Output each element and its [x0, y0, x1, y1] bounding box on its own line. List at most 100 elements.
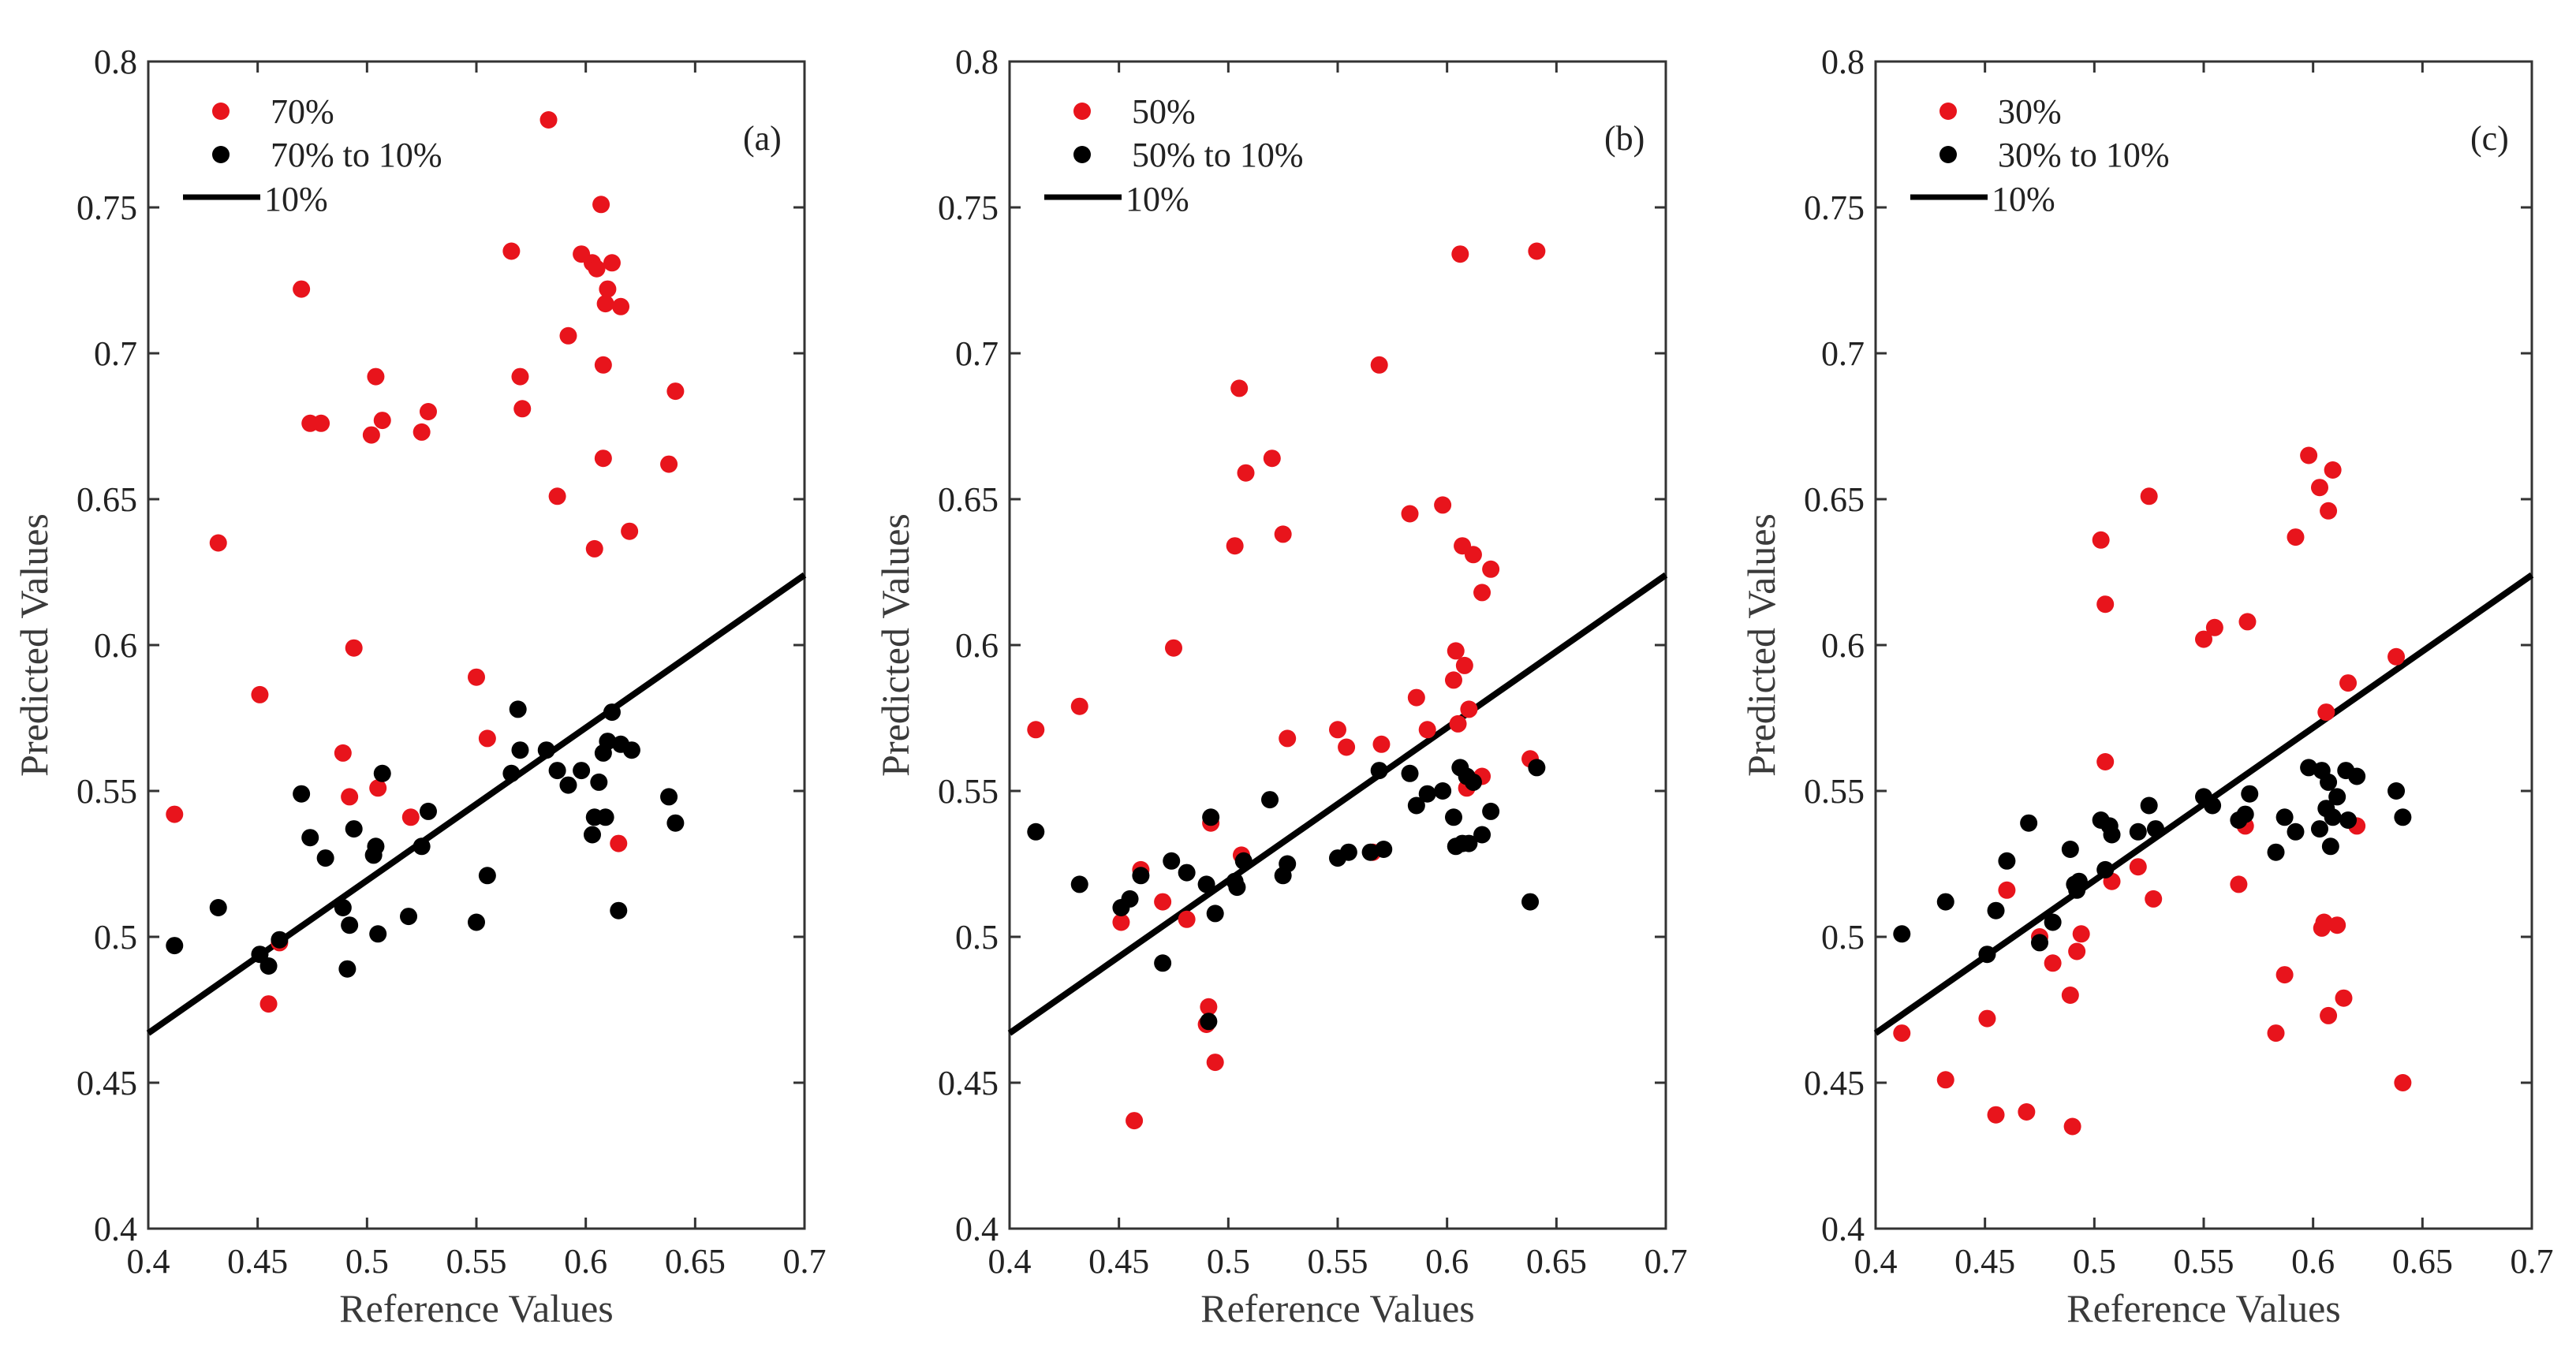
- data-point: [2140, 796, 2158, 815]
- data-point: [367, 367, 385, 386]
- data-point: [2310, 820, 2328, 838]
- y-tick-label: 0.75: [1804, 188, 1865, 227]
- panel-label: (b): [1604, 119, 1645, 158]
- data-point: [1464, 546, 1482, 564]
- x-tick-label: 0.45: [1954, 1242, 2015, 1281]
- y-tick-label: 0.45: [77, 1064, 137, 1102]
- data-point: [1154, 893, 1172, 911]
- data-point: [1401, 505, 1419, 523]
- reference-line: [1007, 572, 1668, 1036]
- data-point: [1987, 901, 2005, 919]
- data-point: [334, 744, 352, 762]
- data-point: [559, 326, 577, 345]
- data-point: [1234, 852, 1253, 870]
- data-point: [583, 826, 601, 844]
- data-point: [1434, 782, 1452, 800]
- data-point: [2315, 913, 2333, 931]
- data-point: [548, 487, 566, 505]
- data-point: [1401, 764, 1419, 782]
- y-tick-label: 0.4: [1821, 1210, 1865, 1248]
- y-tick-label: 0.75: [938, 188, 999, 227]
- data-point: [2394, 1074, 2412, 1091]
- data-point: [511, 367, 529, 386]
- legend-marker-secondary: [212, 146, 230, 163]
- data-point: [1444, 808, 1462, 826]
- data-point: [1464, 773, 1482, 791]
- data-point: [2300, 446, 2318, 464]
- panel-label: (a): [743, 119, 782, 158]
- data-point: [2328, 916, 2346, 934]
- data-point: [1279, 855, 1297, 873]
- series-points-primary: [166, 111, 685, 1013]
- data-point: [2339, 674, 2358, 692]
- data-point: [573, 762, 591, 780]
- data-point: [1202, 808, 1220, 826]
- data-point: [594, 449, 612, 468]
- data-point: [468, 668, 485, 686]
- data-point: [2267, 1024, 2285, 1043]
- data-point: [509, 700, 527, 718]
- data-point: [1279, 729, 1297, 748]
- data-point: [1460, 834, 1478, 852]
- series-points-secondary: [1027, 759, 1546, 1031]
- data-point: [559, 776, 577, 794]
- data-point: [259, 957, 278, 975]
- data-point: [2129, 822, 2147, 841]
- data-point: [622, 741, 640, 759]
- reference-line-group: [146, 572, 807, 1036]
- x-tick-label: 0.65: [665, 1242, 726, 1281]
- legend: 50% 50% to 10% 10%: [1044, 92, 1304, 218]
- data-point: [1521, 893, 1540, 911]
- x-tick-labels: 0.4 0.45 0.5 0.55 0.6 0.65 0.7: [1854, 1242, 2554, 1281]
- data-point: [1482, 560, 1500, 578]
- data-point: [2129, 858, 2147, 876]
- series-points-secondary: [1893, 759, 2412, 964]
- data-point: [1447, 642, 1465, 660]
- y-tick-labels: 0.4 0.45 0.5 0.55 0.6 0.65 0.7 0.75 0.8: [77, 43, 137, 1248]
- data-point: [1132, 867, 1150, 885]
- data-point: [2320, 773, 2338, 791]
- x-tick-label: 0.7: [783, 1242, 827, 1281]
- y-tick-label: 0.45: [1804, 1064, 1865, 1102]
- data-point: [1473, 584, 1491, 602]
- data-point: [478, 867, 496, 885]
- data-point: [1070, 697, 1088, 715]
- series-points-primary: [1027, 242, 1546, 1130]
- data-point: [166, 805, 184, 823]
- y-tick-label: 0.65: [1804, 480, 1865, 519]
- data-point: [334, 899, 352, 916]
- data-point: [2063, 1117, 2081, 1136]
- data-point: [1154, 954, 1172, 972]
- data-point: [1197, 875, 1215, 893]
- data-point: [1263, 449, 1281, 468]
- data-point: [1418, 785, 1436, 803]
- y-axis-title: Predicted Values: [12, 513, 56, 777]
- x-tick-labels: 0.4 0.45 0.5 0.55 0.6 0.65 0.7: [988, 1242, 1688, 1281]
- data-point: [316, 849, 334, 867]
- data-point: [1407, 688, 1425, 707]
- data-point: [603, 703, 621, 722]
- legend-label-secondary: 50% to 10%: [1132, 136, 1304, 174]
- data-point: [2241, 785, 2259, 803]
- data-point: [413, 837, 431, 856]
- data-point: [2044, 913, 2062, 931]
- x-tick-label: 0.5: [1207, 1242, 1250, 1281]
- data-point: [1027, 721, 1045, 739]
- data-point: [419, 403, 437, 420]
- y-axis-title: Predicted Values: [873, 513, 917, 777]
- data-point: [1449, 714, 1467, 733]
- data-point: [1163, 852, 1181, 870]
- legend-label-secondary: 70% to 10%: [271, 136, 442, 174]
- data-point: [1361, 843, 1379, 861]
- legend-marker-secondary: [1073, 146, 1091, 163]
- data-point: [2238, 613, 2257, 631]
- y-tick-label: 0.45: [938, 1064, 999, 1102]
- legend-marker-primary: [212, 103, 230, 120]
- data-point: [2320, 502, 2338, 520]
- data-point: [312, 414, 330, 432]
- data-point: [419, 802, 437, 820]
- data-point: [1126, 1112, 1144, 1130]
- data-point: [401, 808, 420, 826]
- data-point: [259, 995, 278, 1013]
- data-point: [610, 834, 628, 852]
